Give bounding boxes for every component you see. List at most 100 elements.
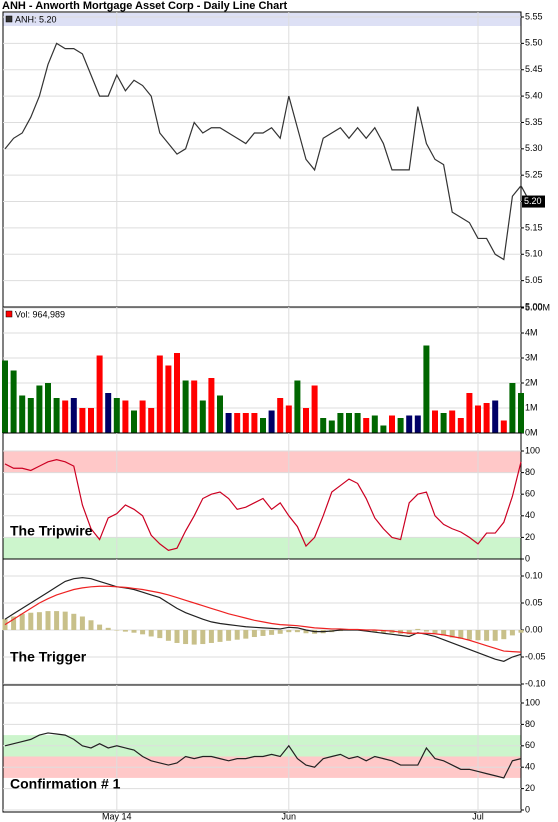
y-tick-label: 40 [525,762,535,772]
bar [509,383,516,433]
y-tick-label: 100 [525,697,540,707]
bar [88,620,94,630]
bar [208,630,214,643]
y-tick-label: 5.00 [525,301,543,311]
bar [140,630,146,635]
bar [346,413,352,433]
y-tick-label: 5.30 [525,143,543,153]
y-tick-label: 5.55 [525,11,543,21]
bar [157,630,163,639]
last-value-label: 5.20 [524,196,542,206]
y-tick-label: 2M [525,377,538,387]
bar [53,398,60,433]
bar [260,418,266,433]
bar [432,410,438,433]
bar [449,630,455,638]
bar [243,630,249,639]
bar [105,627,111,630]
bar [79,408,86,433]
bar [113,398,120,433]
y-tick-label: 5.25 [525,170,543,180]
bar [217,630,223,642]
bar [156,355,163,433]
bar [328,420,335,433]
bar [97,624,103,630]
bar [79,616,85,630]
bar [19,613,25,630]
bar [423,345,430,433]
panel-label: The Trigger [10,649,87,665]
bar [518,393,524,433]
bar [337,413,344,433]
bar [122,400,129,433]
x-tick-label: Jun [282,811,297,821]
bar [10,370,17,433]
bar [294,380,301,433]
bar [457,418,464,433]
bar [277,630,283,634]
panel-frame [2,11,522,308]
bar [501,630,507,640]
x-tick-label: May 14 [102,811,132,821]
bar [45,611,51,630]
y-tick-label: 3M [525,352,538,362]
bar [354,413,361,433]
bar [303,408,309,433]
bar [286,630,292,633]
bar [71,613,77,630]
bar [225,413,232,433]
bar [226,630,232,641]
y-tick-label: 80 [525,719,535,729]
y-tick-label: 5.40 [525,90,543,100]
bar [294,630,300,633]
bar [492,400,499,433]
bar [406,630,412,635]
bar [234,413,241,433]
bar [466,393,473,433]
bar [397,418,404,433]
y-tick-label: 5.45 [525,64,543,74]
bar [234,630,240,640]
bar [36,612,42,630]
bar [36,385,43,433]
bar [380,630,386,633]
bar [148,408,155,433]
bar [483,403,490,433]
y-tick-label: 0.00 [525,624,543,634]
y-tick-label: 60 [525,489,535,499]
bar [165,365,172,433]
bar [251,413,258,433]
bar [148,630,154,637]
line [4,577,522,662]
bar [70,398,77,433]
legend-swatch [5,310,13,318]
bar [414,415,421,433]
bar [251,630,257,638]
bar [242,413,249,433]
bar [466,630,472,640]
band [3,537,521,559]
bar [208,378,215,433]
bar [182,380,189,433]
bar [389,415,395,433]
bar [320,418,327,433]
y-tick-label: -0.05 [525,651,546,661]
y-tick-label: 5.50 [525,38,543,48]
y-tick-label: -0.10 [525,678,546,688]
bar [441,630,447,636]
bar [191,630,197,645]
bar [475,630,481,641]
bar [199,400,206,433]
bar [363,418,370,433]
bar [285,405,292,433]
bar [423,630,429,632]
panel-label: Confirmation # 1 [10,776,121,792]
bar [260,630,266,636]
bar [45,383,51,433]
bar [200,630,206,645]
bar [458,630,464,639]
y-tick-label: 1M [525,402,538,412]
bar [27,398,34,433]
y-tick-label: 5.05 [525,275,543,285]
